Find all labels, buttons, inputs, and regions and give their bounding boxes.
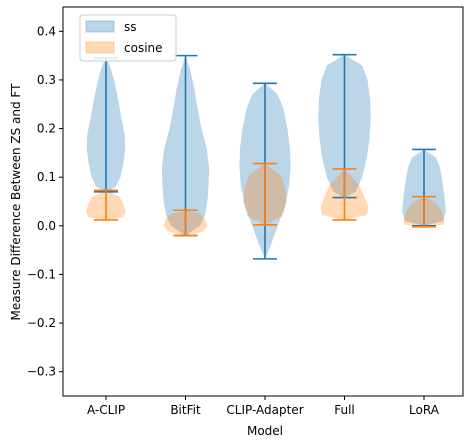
legend-swatch-ss	[85, 20, 115, 33]
y-axis-label: Measure Difference Between ZS and FT	[9, 83, 23, 321]
legend: ss cosine	[79, 14, 177, 62]
y-tick-label: 0.4	[37, 24, 56, 38]
violins-layer	[86, 53, 446, 260]
x-tick-label: CLIP-Adapter	[226, 403, 303, 417]
y-tick-label: 0.0	[37, 219, 56, 233]
plot-frame	[62, 6, 464, 397]
legend-label-cosine: cosine	[124, 41, 163, 55]
x-tick-label: A-CLIP	[87, 403, 125, 417]
x-tick-label: Full	[334, 403, 355, 417]
legend-swatch-cosine	[85, 41, 115, 54]
y-tick-label: −0.1	[27, 267, 56, 281]
x-tick-label: LoRA	[409, 403, 440, 417]
x-tick-label: BitFit	[170, 403, 201, 417]
legend-label-ss: ss	[124, 20, 137, 34]
axes-layer: −0.3 −0.2 −0.1 0.0 0.1 0.2 0.3 0.4 A-CLIP BitFit C…	[27, 6, 464, 417]
y-tick-label: −0.3	[27, 365, 56, 379]
y-tick-label: 0.2	[37, 122, 56, 136]
y-tick-label: 0.3	[37, 73, 56, 87]
y-tick-label: −0.2	[27, 316, 56, 330]
y-tick-label: 0.1	[37, 170, 56, 184]
legend-frame	[79, 14, 177, 62]
x-axis-label: Model	[247, 424, 283, 438]
